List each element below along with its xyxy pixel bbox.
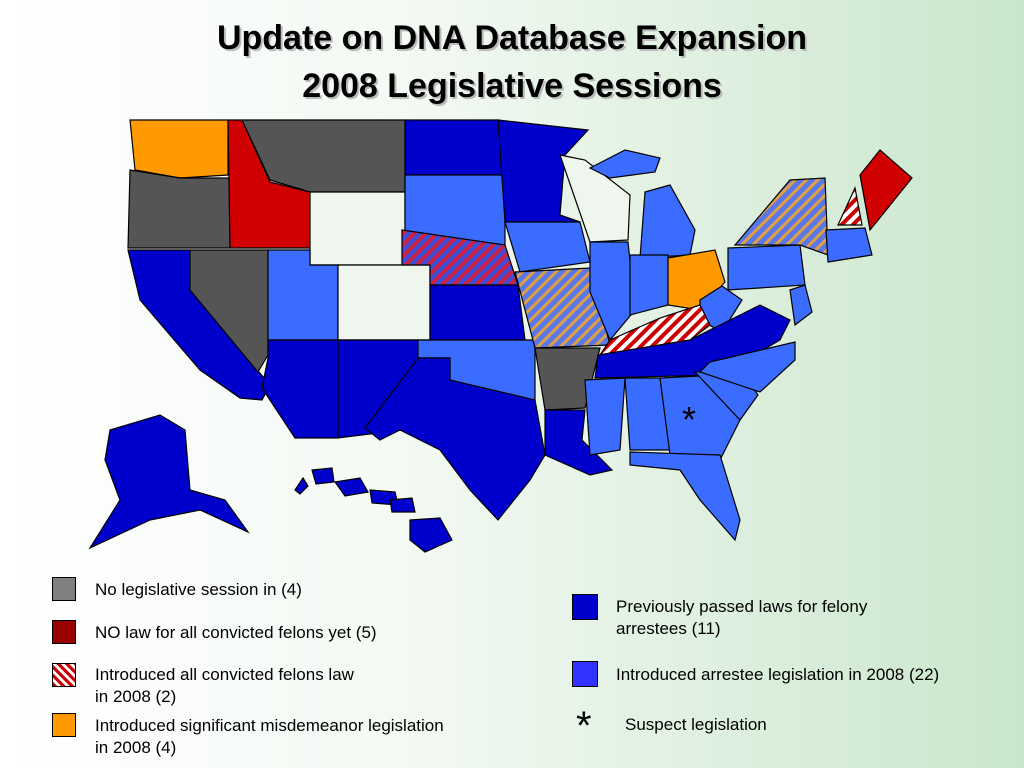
state bbox=[825, 227, 873, 263]
state bbox=[504, 221, 591, 273]
state bbox=[294, 476, 309, 495]
state bbox=[733, 177, 829, 256]
legend-text: Introduced all convicted felons law bbox=[95, 665, 354, 684]
legend-label: Introduced significant misdemeanor legis… bbox=[95, 715, 444, 759]
state bbox=[837, 186, 863, 226]
state bbox=[534, 347, 601, 411]
state bbox=[311, 467, 335, 485]
state bbox=[261, 339, 339, 439]
state bbox=[584, 377, 626, 456]
legend-text: arrestees (11) bbox=[616, 619, 721, 638]
legend-label: Introduced arrestee legislation in 2008 … bbox=[616, 665, 940, 684]
title-line: Update on DNA Database Expansion bbox=[216, 19, 808, 57]
state bbox=[629, 451, 741, 542]
state bbox=[333, 477, 369, 497]
state bbox=[789, 284, 813, 327]
state bbox=[364, 357, 546, 521]
legend-text: Introduced significant misdemeanor legis… bbox=[95, 716, 444, 735]
legend-swatch bbox=[52, 577, 76, 601]
legend-swatch bbox=[572, 661, 598, 687]
state bbox=[859, 149, 913, 232]
state bbox=[337, 264, 431, 341]
legend-label: No legislative session in (4) bbox=[95, 580, 302, 599]
state bbox=[659, 375, 741, 461]
state bbox=[88, 414, 250, 550]
state bbox=[389, 497, 416, 513]
title: Update on DNA Database Expansion 2008 Leg… bbox=[0, 14, 1024, 110]
state bbox=[639, 184, 696, 259]
state bbox=[429, 284, 526, 341]
states bbox=[88, 119, 913, 553]
state bbox=[189, 249, 269, 374]
legend-label: NO law for all convicted felons yet (5) bbox=[95, 623, 377, 642]
state bbox=[409, 517, 453, 553]
legend-swatch bbox=[52, 663, 76, 687]
state bbox=[404, 119, 506, 176]
legend-text: in 2008 (4) bbox=[95, 738, 177, 757]
legend-symbol: * bbox=[576, 704, 592, 748]
state bbox=[544, 409, 614, 476]
legend-swatch bbox=[572, 594, 598, 620]
legend-swatch bbox=[52, 620, 76, 644]
legend-text: Previously passed laws for felony bbox=[616, 597, 868, 616]
state bbox=[698, 341, 796, 393]
state bbox=[727, 244, 806, 291]
state bbox=[129, 119, 229, 179]
legend-swatch bbox=[52, 713, 76, 737]
state bbox=[127, 169, 231, 249]
legend-label: Previously passed laws for felony arreste… bbox=[616, 596, 867, 640]
state bbox=[309, 191, 406, 266]
state bbox=[589, 241, 636, 342]
state bbox=[629, 254, 669, 316]
state bbox=[588, 149, 661, 179]
state bbox=[559, 154, 631, 243]
legend-label: Suspect legislation bbox=[625, 715, 767, 734]
title-line: 2008 Legislative Sessions bbox=[302, 67, 722, 105]
legend-text: in 2008 (2) bbox=[95, 687, 177, 706]
suspect-marker: * bbox=[682, 399, 696, 440]
legend-label: Introduced all convicted felons law in 20… bbox=[95, 664, 354, 708]
